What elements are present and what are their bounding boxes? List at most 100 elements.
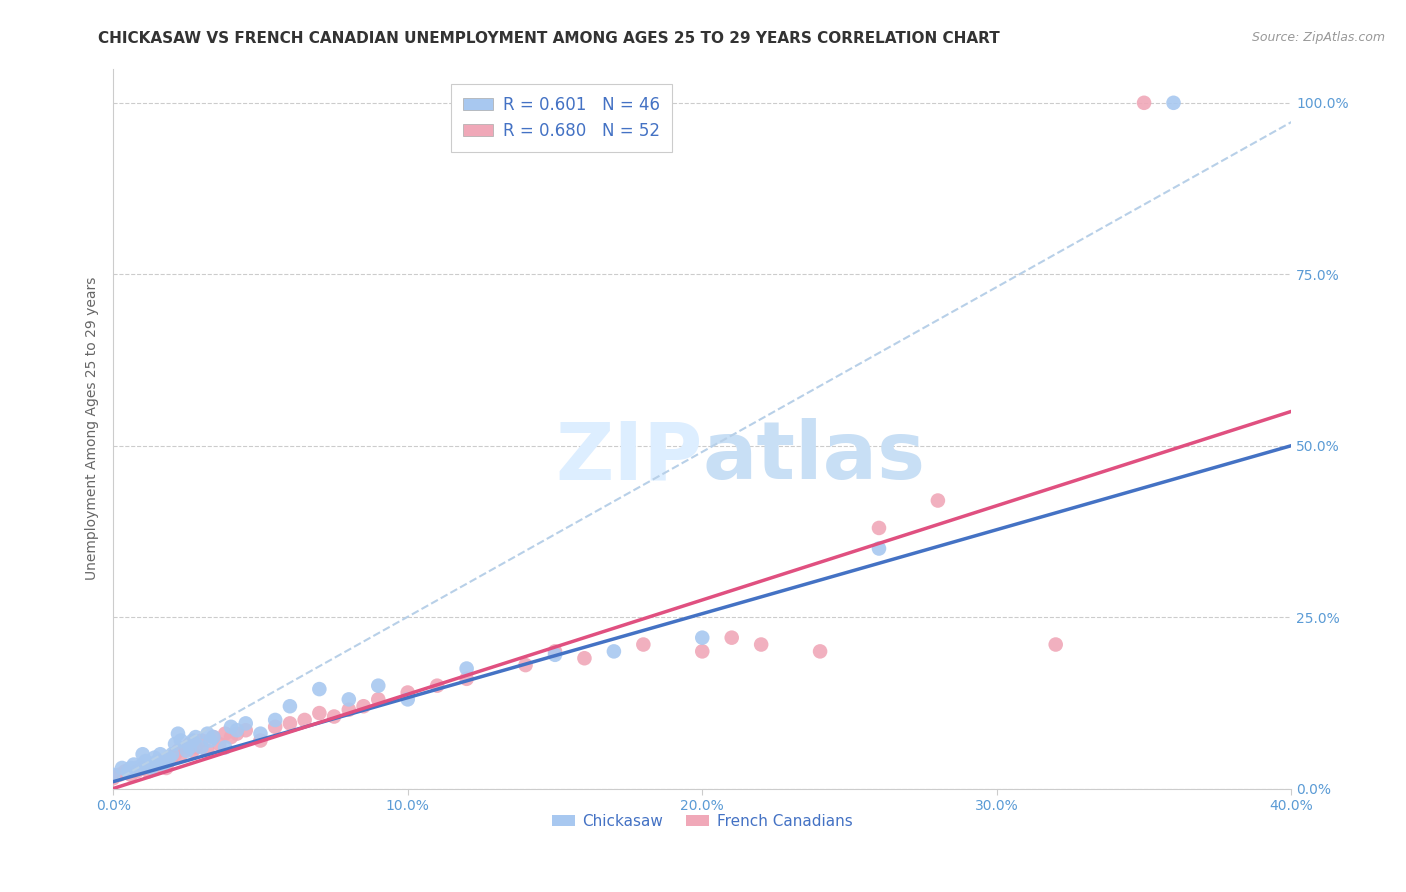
Point: [367, 692, 389, 706]
Point: [202, 730, 225, 744]
Point: [426, 679, 449, 693]
Point: [456, 661, 478, 675]
Point: [125, 764, 148, 779]
Point: [131, 757, 153, 772]
Point: [308, 682, 330, 697]
Point: [170, 747, 193, 762]
Point: [179, 740, 201, 755]
Point: [749, 638, 772, 652]
Point: [176, 744, 198, 758]
Point: [149, 754, 172, 768]
Point: [108, 768, 131, 782]
Point: [167, 744, 190, 758]
Point: [1133, 95, 1156, 110]
Point: [574, 651, 596, 665]
Point: [633, 638, 655, 652]
Point: [122, 757, 145, 772]
Point: [235, 723, 257, 738]
Point: [120, 768, 142, 782]
Point: [202, 730, 225, 744]
Point: [111, 761, 134, 775]
Point: [170, 733, 193, 747]
Point: [146, 754, 169, 768]
Point: [190, 733, 212, 747]
Legend: Chickasaw, French Canadians: Chickasaw, French Canadians: [546, 807, 859, 835]
Point: [146, 757, 169, 772]
Point: [167, 726, 190, 740]
Point: [138, 757, 160, 772]
Point: [214, 740, 236, 755]
Point: [720, 631, 742, 645]
Point: [125, 761, 148, 775]
Point: [138, 764, 160, 779]
Point: [157, 750, 180, 764]
Point: [208, 737, 231, 751]
Text: Source: ZipAtlas.com: Source: ZipAtlas.com: [1251, 31, 1385, 45]
Point: [337, 692, 360, 706]
Point: [515, 658, 537, 673]
Point: [278, 699, 301, 714]
Point: [219, 730, 242, 744]
Point: [264, 720, 287, 734]
Point: [323, 709, 346, 723]
Point: [141, 761, 163, 775]
Point: [103, 768, 125, 782]
Point: [190, 740, 212, 755]
Point: [103, 771, 125, 785]
Point: [264, 713, 287, 727]
Point: [396, 692, 419, 706]
Point: [184, 730, 207, 744]
Point: [163, 747, 186, 762]
Point: [868, 521, 890, 535]
Point: [456, 672, 478, 686]
Point: [155, 761, 177, 775]
Text: CHICKASAW VS FRENCH CANADIAN UNEMPLOYMENT AMONG AGES 25 TO 29 YEARS CORRELATION : CHICKASAW VS FRENCH CANADIAN UNEMPLOYMEN…: [98, 31, 1000, 46]
Point: [690, 631, 713, 645]
Point: [152, 757, 174, 772]
Point: [278, 716, 301, 731]
Point: [544, 644, 567, 658]
Point: [131, 761, 153, 775]
Point: [176, 740, 198, 755]
Point: [200, 733, 222, 747]
Point: [135, 754, 157, 768]
Point: [249, 726, 271, 740]
Point: [927, 493, 949, 508]
Point: [214, 726, 236, 740]
Point: [544, 648, 567, 662]
Point: [396, 685, 419, 699]
Point: [157, 754, 180, 768]
Point: [353, 699, 375, 714]
Point: [179, 737, 201, 751]
Point: [120, 761, 142, 775]
Point: [181, 733, 204, 747]
Point: [219, 720, 242, 734]
Point: [235, 716, 257, 731]
Point: [131, 747, 153, 762]
Point: [868, 541, 890, 556]
Point: [160, 747, 183, 762]
Point: [337, 703, 360, 717]
Text: ZIP: ZIP: [555, 418, 702, 496]
Point: [249, 733, 271, 747]
Point: [143, 750, 166, 764]
Point: [149, 747, 172, 762]
Point: [225, 726, 247, 740]
Point: [163, 737, 186, 751]
Point: [603, 644, 626, 658]
Point: [294, 713, 316, 727]
Point: [690, 644, 713, 658]
Point: [225, 723, 247, 738]
Point: [1045, 638, 1067, 652]
Point: [114, 764, 136, 779]
Point: [808, 644, 831, 658]
Point: [143, 761, 166, 775]
Point: [155, 754, 177, 768]
Y-axis label: Unemployment Among Ages 25 to 29 years: Unemployment Among Ages 25 to 29 years: [86, 277, 100, 580]
Point: [184, 740, 207, 755]
Point: [1163, 95, 1185, 110]
Text: atlas: atlas: [702, 418, 925, 496]
Point: [197, 744, 219, 758]
Point: [117, 764, 139, 779]
Point: [197, 726, 219, 740]
